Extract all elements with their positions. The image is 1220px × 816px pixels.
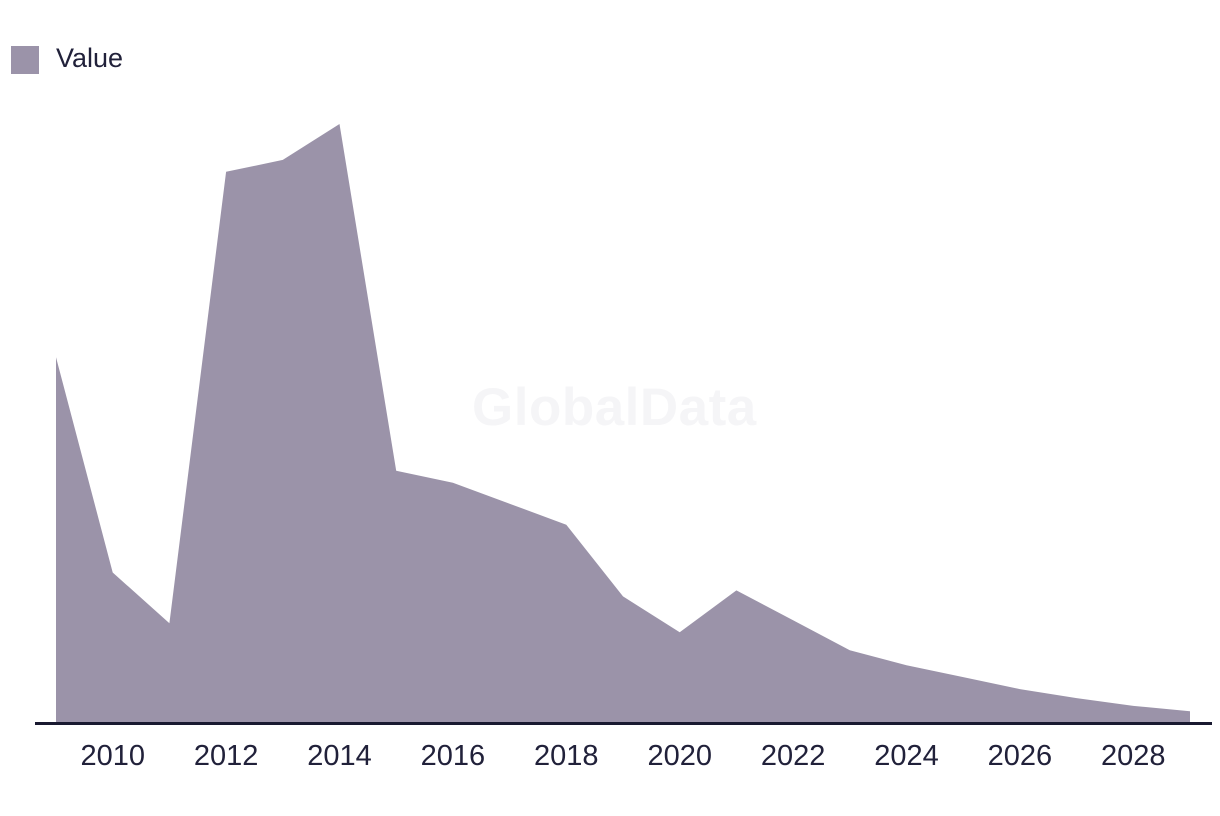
x-tick-label: 2022 — [761, 740, 826, 772]
x-tick-label: 2010 — [80, 740, 145, 772]
x-tick-label: 2020 — [647, 740, 712, 772]
globaldata-watermark: GlobalData — [472, 378, 757, 437]
legend-label: Value — [56, 43, 124, 73]
x-tick-label: 2018 — [534, 740, 599, 772]
x-tick-label: 2012 — [194, 740, 259, 772]
legend-item-value[interactable]: Value — [11, 45, 123, 75]
x-tick-label: 2014 — [307, 740, 372, 772]
x-axis-tick-labels: 2010 2012 2014 2016 2018 2020 2022 2024 2026 2028 — [80, 740, 1165, 772]
legend-swatch-icon — [11, 46, 39, 74]
value-area-series — [56, 124, 1190, 722]
x-tick-label: 2024 — [874, 740, 939, 772]
x-tick-label: 2026 — [988, 740, 1053, 772]
x-tick-label: 2016 — [421, 740, 486, 772]
x-tick-label: 2028 — [1101, 740, 1166, 772]
